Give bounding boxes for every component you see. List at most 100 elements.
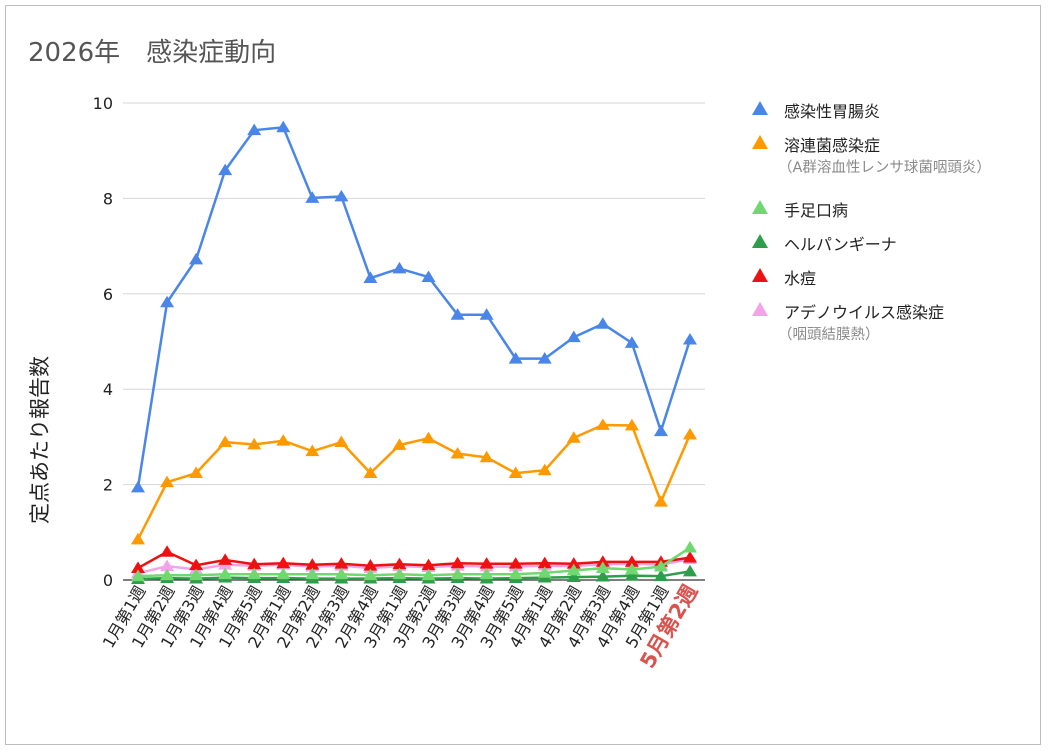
data-point (653, 569, 668, 582)
data-point (450, 308, 465, 320)
data-point (131, 561, 145, 573)
legend: 感染性胃腸炎 溶連菌感染症 （A群溶血性レンサ球菌咽頭炎） 手足口病ヘルパンギーナ 水痘… (752, 98, 1042, 364)
data-point (566, 557, 581, 569)
data-point (334, 435, 349, 448)
y-tick-label: 10 (93, 94, 113, 113)
data-point (363, 568, 378, 581)
data-point (421, 270, 436, 283)
legend-label: 溶連菌感染症 (784, 136, 881, 155)
data-point (247, 557, 262, 570)
data-point (624, 336, 639, 348)
y-tick-label: 4 (103, 380, 113, 399)
data-point (189, 558, 204, 571)
data-point (624, 555, 639, 567)
legend-marker-icon (752, 101, 768, 115)
data-point (276, 120, 291, 133)
legend-label: 感染性胃腸炎 (784, 102, 881, 121)
data-point (566, 563, 581, 576)
data-point (218, 163, 233, 176)
data-point (508, 466, 523, 479)
legend-item: 水痘 (752, 265, 1042, 299)
data-point (479, 308, 494, 320)
data-point (653, 495, 668, 507)
data-point (247, 437, 262, 450)
series-line (136, 423, 692, 541)
legend-label: 水痘 (784, 269, 817, 288)
data-point (189, 252, 204, 265)
data-point (305, 191, 320, 203)
data-point (276, 556, 291, 569)
legend-item: アデノウイルス感染症 （咽頭結膜熱） (752, 299, 1042, 364)
legend-label: アデノウイルス感染症 (784, 303, 945, 322)
data-point (479, 450, 494, 463)
data-point (363, 271, 378, 283)
data-point (683, 550, 697, 563)
data-point (595, 561, 610, 573)
data-point (392, 261, 407, 274)
data-point (334, 189, 349, 202)
data-point (537, 352, 552, 364)
data-point (653, 424, 668, 437)
series-line (137, 546, 691, 578)
legend-sublabel: （A群溶血性レンサ球菌咽頭炎） (778, 160, 991, 176)
data-point (421, 558, 436, 571)
data-point (508, 352, 523, 364)
data-point (131, 532, 145, 545)
data-point (247, 567, 262, 580)
legend-item: ヘルパンギーナ (752, 231, 1042, 265)
data-point (624, 562, 639, 575)
data-point (305, 558, 320, 570)
data-point (683, 540, 697, 553)
data-point (450, 556, 465, 569)
data-point (189, 568, 204, 581)
y-tick-label: 2 (103, 476, 113, 495)
data-point (624, 418, 639, 431)
legend-item: 感染性胃腸炎 (752, 98, 1042, 132)
legend-label: ヘルパンギーナ (784, 235, 897, 254)
y-tick-label: 8 (103, 189, 113, 208)
y-tick-label: 6 (103, 285, 113, 304)
data-point (160, 559, 175, 572)
legend-marker-icon (752, 200, 768, 214)
data-point (450, 446, 465, 459)
legend-marker-icon (752, 135, 768, 149)
data-point (334, 567, 349, 580)
legend-marker-icon (752, 234, 768, 248)
data-point (218, 435, 233, 448)
legend-marker-icon (752, 268, 768, 282)
data-point (595, 555, 610, 567)
data-point (276, 434, 291, 446)
data-point (131, 569, 145, 582)
data-point (595, 317, 610, 329)
data-point (479, 567, 494, 580)
data-point (160, 295, 175, 308)
data-point (305, 444, 320, 457)
data-point (566, 570, 581, 583)
data-point (160, 475, 175, 488)
data-point (160, 568, 175, 581)
legend-item: 溶連菌感染症 （A群溶血性レンサ球菌咽頭炎） (752, 132, 1042, 197)
data-point (392, 557, 407, 570)
data-point (479, 557, 494, 569)
legend-label: 手足口病 (784, 201, 849, 220)
data-point (537, 463, 552, 476)
data-point (131, 480, 145, 493)
data-point (305, 567, 320, 580)
data-point (595, 570, 610, 582)
data-point (624, 569, 639, 581)
series-line (137, 550, 691, 570)
data-point (421, 568, 436, 581)
data-point (392, 438, 407, 450)
data-point (334, 557, 349, 569)
data-point (276, 567, 291, 580)
data-point (566, 431, 581, 443)
data-point (363, 559, 378, 571)
data-point (508, 557, 523, 569)
chart-card: 2026年 感染症動向 (5, 5, 1041, 745)
data-point (160, 545, 175, 557)
data-point (683, 332, 697, 345)
legend-sublabel: （咽頭結膜熱） (778, 327, 880, 343)
y-tick-label: 0 (103, 571, 113, 590)
legend-marker-icon (752, 302, 768, 316)
